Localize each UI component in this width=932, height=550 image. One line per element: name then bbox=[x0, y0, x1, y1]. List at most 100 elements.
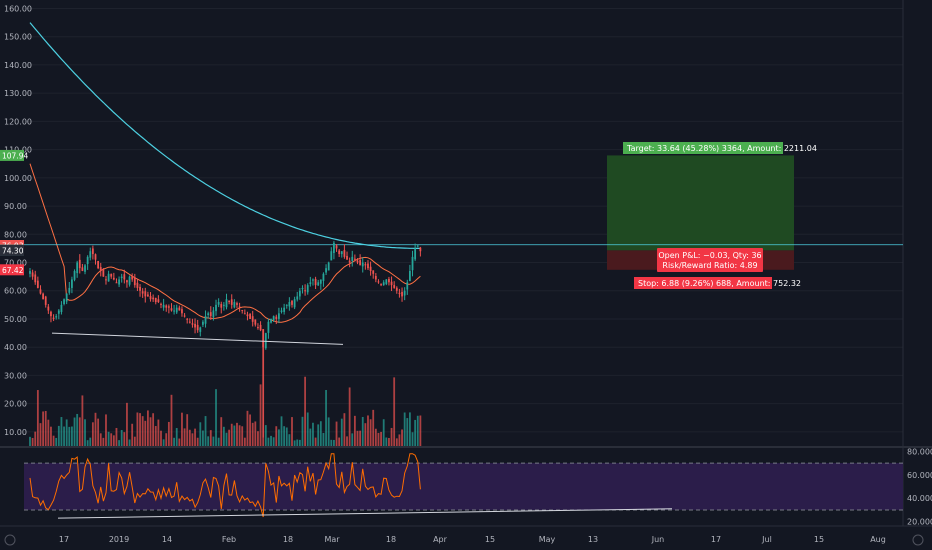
volume-bar bbox=[212, 436, 215, 446]
volume-bar bbox=[173, 437, 175, 446]
candle-body bbox=[73, 270, 76, 280]
rsi-pane[interactable] bbox=[24, 453, 903, 519]
rsi-line bbox=[29, 453, 421, 518]
candle-body bbox=[31, 272, 34, 277]
candle-body bbox=[152, 297, 155, 300]
volume-bar bbox=[327, 417, 330, 446]
candle-body bbox=[118, 279, 120, 285]
volume-bar bbox=[94, 412, 97, 446]
candle-body bbox=[123, 274, 126, 280]
candle-body bbox=[147, 294, 149, 297]
candle-body bbox=[228, 300, 231, 303]
candle-body bbox=[259, 324, 262, 331]
rsi-band bbox=[24, 463, 903, 510]
volume-bar bbox=[385, 437, 388, 446]
candle-body bbox=[39, 289, 42, 294]
price-candles[interactable] bbox=[29, 240, 422, 438]
candle-body bbox=[419, 247, 422, 252]
candle-body bbox=[275, 316, 278, 319]
volume-bar bbox=[152, 413, 155, 446]
candle-body bbox=[280, 310, 283, 312]
volume-bar bbox=[202, 430, 204, 446]
candle-body bbox=[57, 310, 60, 314]
volume-bar bbox=[291, 417, 293, 446]
candle-body bbox=[107, 273, 110, 282]
rsi-tick-label: 60.0000 bbox=[907, 471, 932, 480]
volume-bar bbox=[312, 422, 314, 446]
long-position-tool[interactable] bbox=[607, 155, 794, 270]
volume-bar bbox=[207, 436, 210, 446]
volume-bar bbox=[36, 390, 39, 446]
auto-scale-icon[interactable] bbox=[912, 534, 924, 546]
candle-body bbox=[264, 333, 267, 349]
price-tick-label: 160.00 bbox=[4, 4, 32, 13]
time-axis[interactable]: 17 2019 14 Feb 18 Mar 18 Apr 15 May 13 Jun 17 Jul 15 Au… bbox=[59, 535, 886, 544]
candle-body bbox=[157, 299, 160, 303]
candle-body bbox=[207, 313, 210, 315]
volume-bar bbox=[270, 435, 272, 446]
volume-bar bbox=[314, 437, 317, 446]
time-tick-label: 17 bbox=[59, 535, 69, 544]
candle-body bbox=[301, 287, 304, 290]
candle-body bbox=[309, 282, 312, 285]
time-tick-label: Feb bbox=[222, 535, 236, 544]
volume-bar bbox=[409, 412, 411, 446]
candle-body bbox=[393, 285, 396, 288]
price-tag: 74.30 bbox=[2, 246, 24, 255]
volume-bar bbox=[29, 436, 31, 446]
candle-body bbox=[167, 306, 170, 308]
candle-body bbox=[233, 302, 236, 308]
price-tick-label: 60.00 bbox=[4, 287, 27, 296]
volume-bar bbox=[191, 433, 194, 446]
volume-bar bbox=[377, 432, 380, 446]
price-tag: 107.94 bbox=[2, 151, 28, 160]
volume-bar bbox=[267, 437, 270, 446]
volume-bar bbox=[204, 416, 207, 446]
volume-bar bbox=[65, 419, 68, 446]
price-axis[interactable]: 160.00150.00140.00130.00120.00110.00100.… bbox=[0, 4, 32, 437]
volume-bar bbox=[209, 430, 212, 446]
candle-body bbox=[380, 284, 382, 286]
volume-bar bbox=[361, 416, 364, 446]
candle-body bbox=[327, 262, 330, 271]
volume-bar bbox=[120, 429, 123, 446]
candle-body bbox=[319, 279, 322, 284]
profit-zone bbox=[607, 155, 794, 251]
volume-bar bbox=[241, 426, 244, 446]
volume-bar bbox=[246, 410, 249, 446]
volume-bar bbox=[372, 409, 375, 446]
candle-body bbox=[112, 277, 115, 280]
volume-bar bbox=[306, 412, 309, 446]
volume-bar bbox=[39, 423, 42, 446]
volume-bar bbox=[170, 394, 173, 446]
volume-bar bbox=[97, 418, 100, 446]
volume-bar bbox=[380, 431, 382, 446]
candle-body bbox=[382, 282, 385, 286]
timezone-icon[interactable] bbox=[4, 534, 16, 546]
candle-body bbox=[115, 282, 118, 284]
volume-bar bbox=[293, 440, 296, 446]
candle-body bbox=[414, 248, 417, 260]
candle-body bbox=[364, 264, 367, 266]
time-tick-label: 2019 bbox=[109, 535, 129, 544]
volume-bar bbox=[115, 427, 118, 446]
candle-body bbox=[120, 276, 123, 279]
candle-body bbox=[236, 303, 238, 305]
candle-body bbox=[42, 293, 44, 300]
volume-bar bbox=[60, 417, 63, 446]
volume-bar bbox=[330, 439, 333, 446]
candle-body bbox=[298, 290, 301, 297]
candle-body bbox=[202, 321, 204, 325]
volume-bar bbox=[217, 437, 220, 446]
candle-body bbox=[314, 278, 317, 286]
volume-bar bbox=[340, 418, 343, 446]
volume-bar bbox=[47, 419, 50, 446]
candle-body bbox=[149, 296, 152, 300]
trend-lines[interactable] bbox=[51, 332, 344, 345]
time-tick-label: May bbox=[539, 535, 556, 544]
candle-body bbox=[296, 296, 299, 300]
volume-bar bbox=[356, 430, 359, 446]
candle-body bbox=[181, 309, 183, 314]
volume-bar bbox=[225, 432, 228, 446]
